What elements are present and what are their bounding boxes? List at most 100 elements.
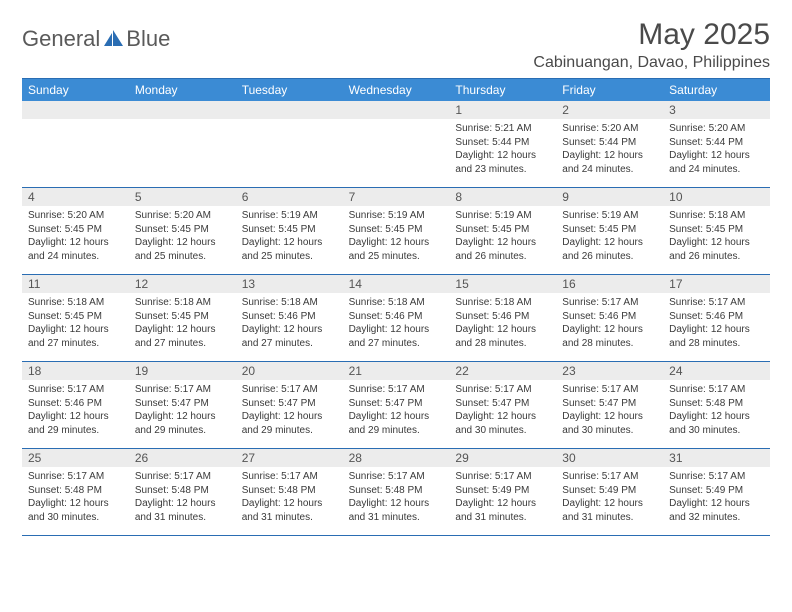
sunset-text: Sunset: 5:44 PM — [455, 136, 550, 150]
sunrise-text: Sunrise: 5:18 AM — [242, 296, 337, 310]
daylight-line-2: and 26 minutes. — [455, 250, 550, 264]
sunrise-text: Sunrise: 5:17 AM — [28, 383, 123, 397]
calendar-week: 18Sunrise: 5:17 AMSunset: 5:46 PMDayligh… — [22, 362, 770, 449]
sunrise-text: Sunrise: 5:17 AM — [562, 383, 657, 397]
day-info: Sunrise: 5:17 AMSunset: 5:48 PMDaylight:… — [663, 380, 770, 443]
sunrise-text: Sunrise: 5:17 AM — [669, 470, 764, 484]
month-title: May 2025 — [533, 18, 770, 52]
daylight-line-2: and 25 minutes. — [349, 250, 444, 264]
daylight-line-1: Daylight: 12 hours — [455, 410, 550, 424]
calendar-cell: 26Sunrise: 5:17 AMSunset: 5:48 PMDayligh… — [129, 449, 236, 535]
daylight-line-1: Daylight: 12 hours — [135, 410, 230, 424]
day-number: 11 — [22, 275, 129, 293]
sunset-text: Sunset: 5:45 PM — [562, 223, 657, 237]
day-info: Sunrise: 5:17 AMSunset: 5:46 PMDaylight:… — [663, 293, 770, 356]
sunset-text: Sunset: 5:46 PM — [28, 397, 123, 411]
sunset-text: Sunset: 5:45 PM — [28, 310, 123, 324]
day-number — [22, 101, 129, 119]
dow-thursday: Thursday — [449, 79, 556, 101]
daylight-line-1: Daylight: 12 hours — [28, 236, 123, 250]
daylight-line-2: and 29 minutes. — [242, 424, 337, 438]
calendar-cell — [236, 101, 343, 187]
calendar-cell: 23Sunrise: 5:17 AMSunset: 5:47 PMDayligh… — [556, 362, 663, 448]
sunset-text: Sunset: 5:45 PM — [28, 223, 123, 237]
day-info: Sunrise: 5:19 AMSunset: 5:45 PMDaylight:… — [556, 206, 663, 269]
day-number: 25 — [22, 449, 129, 467]
sunset-text: Sunset: 5:46 PM — [455, 310, 550, 324]
daylight-line-1: Daylight: 12 hours — [28, 497, 123, 511]
day-number: 22 — [449, 362, 556, 380]
day-number: 12 — [129, 275, 236, 293]
daylight-line-2: and 26 minutes. — [669, 250, 764, 264]
day-number: 23 — [556, 362, 663, 380]
sunset-text: Sunset: 5:49 PM — [455, 484, 550, 498]
daylight-line-1: Daylight: 12 hours — [242, 410, 337, 424]
title-block: May 2025 Cabinuangan, Davao, Philippines — [533, 18, 770, 72]
daylight-line-2: and 31 minutes. — [135, 511, 230, 525]
day-info: Sunrise: 5:18 AMSunset: 5:45 PMDaylight:… — [129, 293, 236, 356]
calendar-cell: 29Sunrise: 5:17 AMSunset: 5:49 PMDayligh… — [449, 449, 556, 535]
day-number: 6 — [236, 188, 343, 206]
calendar-cell: 22Sunrise: 5:17 AMSunset: 5:47 PMDayligh… — [449, 362, 556, 448]
dow-saturday: Saturday — [663, 79, 770, 101]
calendar-cell — [129, 101, 236, 187]
calendar-cell: 31Sunrise: 5:17 AMSunset: 5:49 PMDayligh… — [663, 449, 770, 535]
day-number — [236, 101, 343, 119]
dow-monday: Monday — [129, 79, 236, 101]
calendar-grid: Sunday Monday Tuesday Wednesday Thursday… — [22, 78, 770, 536]
day-number: 5 — [129, 188, 236, 206]
calendar-week: 25Sunrise: 5:17 AMSunset: 5:48 PMDayligh… — [22, 449, 770, 536]
sunrise-text: Sunrise: 5:21 AM — [455, 122, 550, 136]
calendar-cell: 16Sunrise: 5:17 AMSunset: 5:46 PMDayligh… — [556, 275, 663, 361]
sunset-text: Sunset: 5:47 PM — [242, 397, 337, 411]
day-info: Sunrise: 5:18 AMSunset: 5:45 PMDaylight:… — [663, 206, 770, 269]
daylight-line-2: and 25 minutes. — [242, 250, 337, 264]
sunrise-text: Sunrise: 5:17 AM — [562, 296, 657, 310]
dow-wednesday: Wednesday — [343, 79, 450, 101]
sunset-text: Sunset: 5:48 PM — [242, 484, 337, 498]
day-number — [343, 101, 450, 119]
sunrise-text: Sunrise: 5:17 AM — [349, 383, 444, 397]
calendar-cell: 27Sunrise: 5:17 AMSunset: 5:48 PMDayligh… — [236, 449, 343, 535]
daylight-line-2: and 24 minutes. — [562, 163, 657, 177]
calendar-cell: 7Sunrise: 5:19 AMSunset: 5:45 PMDaylight… — [343, 188, 450, 274]
day-info: Sunrise: 5:17 AMSunset: 5:47 PMDaylight:… — [449, 380, 556, 443]
logo-word-general: General — [22, 26, 100, 52]
sunset-text: Sunset: 5:44 PM — [562, 136, 657, 150]
sunset-text: Sunset: 5:46 PM — [562, 310, 657, 324]
sunset-text: Sunset: 5:49 PM — [562, 484, 657, 498]
calendar-cell: 11Sunrise: 5:18 AMSunset: 5:45 PMDayligh… — [22, 275, 129, 361]
calendar-cell: 12Sunrise: 5:18 AMSunset: 5:45 PMDayligh… — [129, 275, 236, 361]
sunset-text: Sunset: 5:47 PM — [349, 397, 444, 411]
sunrise-text: Sunrise: 5:20 AM — [135, 209, 230, 223]
sunrise-text: Sunrise: 5:17 AM — [242, 470, 337, 484]
calendar-cell: 19Sunrise: 5:17 AMSunset: 5:47 PMDayligh… — [129, 362, 236, 448]
day-info: Sunrise: 5:20 AMSunset: 5:45 PMDaylight:… — [129, 206, 236, 269]
day-number: 27 — [236, 449, 343, 467]
daylight-line-1: Daylight: 12 hours — [669, 236, 764, 250]
dow-friday: Friday — [556, 79, 663, 101]
daylight-line-2: and 23 minutes. — [455, 163, 550, 177]
calendar-page: General Blue May 2025 Cabinuangan, Davao… — [0, 0, 792, 554]
day-info: Sunrise: 5:20 AMSunset: 5:44 PMDaylight:… — [556, 119, 663, 182]
day-number: 13 — [236, 275, 343, 293]
daylight-line-2: and 25 minutes. — [135, 250, 230, 264]
day-info — [236, 119, 343, 128]
sunset-text: Sunset: 5:48 PM — [669, 397, 764, 411]
daylight-line-1: Daylight: 12 hours — [455, 149, 550, 163]
daylight-line-1: Daylight: 12 hours — [135, 236, 230, 250]
day-info: Sunrise: 5:17 AMSunset: 5:47 PMDaylight:… — [129, 380, 236, 443]
calendar-cell: 9Sunrise: 5:19 AMSunset: 5:45 PMDaylight… — [556, 188, 663, 274]
day-number: 7 — [343, 188, 450, 206]
day-number — [129, 101, 236, 119]
daylight-line-1: Daylight: 12 hours — [562, 149, 657, 163]
daylight-line-2: and 31 minutes. — [562, 511, 657, 525]
sunrise-text: Sunrise: 5:17 AM — [455, 383, 550, 397]
daylight-line-1: Daylight: 12 hours — [135, 497, 230, 511]
calendar-cell: 28Sunrise: 5:17 AMSunset: 5:48 PMDayligh… — [343, 449, 450, 535]
sunrise-text: Sunrise: 5:20 AM — [562, 122, 657, 136]
sunrise-text: Sunrise: 5:17 AM — [669, 296, 764, 310]
daylight-line-2: and 28 minutes. — [562, 337, 657, 351]
calendar-cell: 3Sunrise: 5:20 AMSunset: 5:44 PMDaylight… — [663, 101, 770, 187]
daylight-line-2: and 26 minutes. — [562, 250, 657, 264]
